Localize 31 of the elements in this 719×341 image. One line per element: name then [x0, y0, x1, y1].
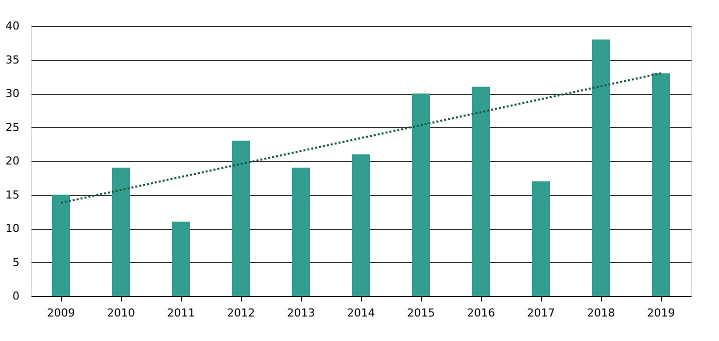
y-tick-label: 5 [12, 256, 20, 269]
x-tick-label: 2009 [47, 306, 75, 320]
y-tick-label: 10 [6, 222, 20, 235]
bar [52, 194, 70, 296]
y-tick-label: 20 [6, 154, 20, 168]
x-tick-label: 2017 [527, 306, 555, 320]
y-tick-label: 35 [6, 53, 20, 66]
x-tick-label: 2016 [467, 306, 495, 320]
bar [652, 73, 670, 296]
x-tick-label: 2018 [587, 306, 615, 320]
bar [112, 168, 130, 296]
bar [172, 222, 190, 296]
bar [292, 168, 310, 296]
bar [352, 154, 370, 296]
bar [472, 86, 490, 296]
x-tick-label: 2019 [647, 306, 675, 320]
bar [592, 40, 610, 296]
x-tick-label: 2014 [347, 306, 375, 320]
bar [532, 181, 550, 296]
x-tick-label: 2012 [227, 306, 255, 320]
x-tick-label: 2015 [407, 306, 435, 320]
x-tick-label: 2010 [107, 306, 135, 320]
bar [412, 94, 430, 296]
x-tick-label: 2013 [287, 306, 315, 320]
x-tick-label: 2011 [167, 306, 195, 320]
y-tick-label: 0 [12, 290, 20, 302]
y-tick-label: 30 [6, 87, 20, 100]
bar [232, 140, 250, 296]
y-tick-label: 25 [6, 120, 20, 134]
y-tick-label: 15 [6, 188, 20, 202]
y-tick-label: 40 [6, 20, 20, 32]
